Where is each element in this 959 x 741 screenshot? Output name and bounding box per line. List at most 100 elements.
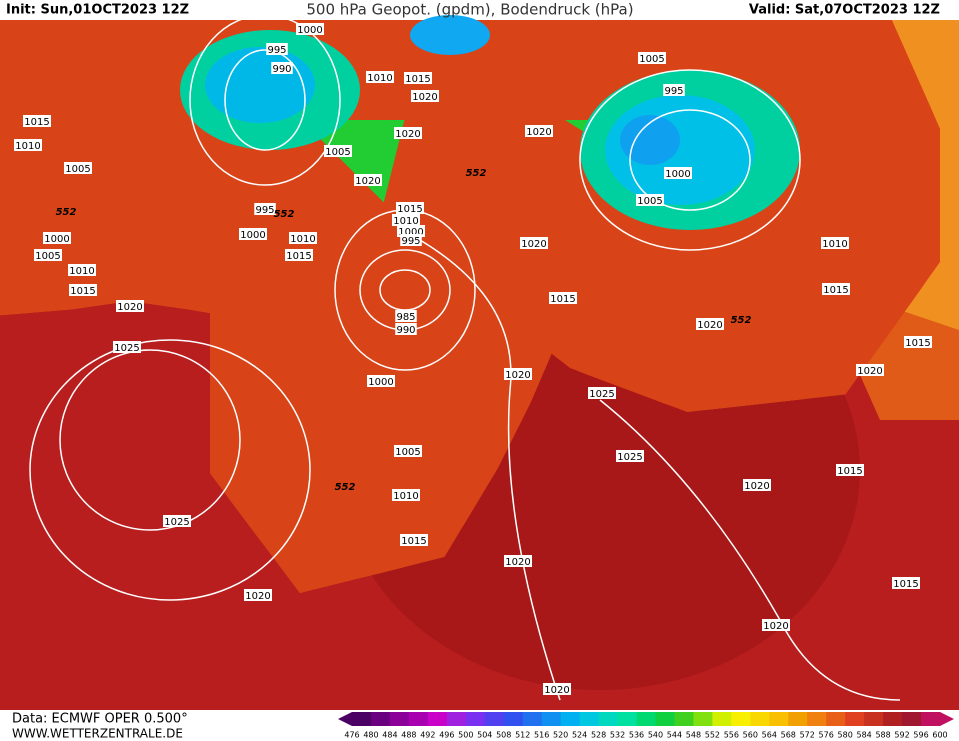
isobar-label-box <box>821 237 849 249</box>
colorbar-label: 576 <box>819 731 834 740</box>
colorbar-segment <box>579 712 600 726</box>
isobar-label-box <box>520 237 548 249</box>
isobar-label: 1005 <box>35 251 60 262</box>
isobar-label: 1005 <box>639 54 664 65</box>
isobar-label: 1025 <box>114 343 139 354</box>
colorbar-segment <box>560 712 581 726</box>
isobar-label: 1015 <box>24 117 49 128</box>
isobar-label-box <box>14 139 42 151</box>
colorbar-segment <box>484 712 505 726</box>
isobar-label: 1010 <box>290 234 315 245</box>
colorbar-segment <box>788 712 808 726</box>
isobar-label: 1005 <box>325 147 350 158</box>
isobar-label-box <box>904 336 932 348</box>
colorbar-label: 596 <box>913 731 928 740</box>
isobar-label-box <box>266 43 288 55</box>
isobar-label-box <box>113 341 141 353</box>
valid-label: Valid: Sat,07OCT2023 12Z <box>749 3 940 18</box>
isobar-label: 1005 <box>395 447 420 458</box>
colorbar-label: 532 <box>610 731 625 740</box>
isobar-label: 1010 <box>393 216 418 227</box>
colorbar-label: 544 <box>667 731 682 740</box>
isobar-label-box <box>638 52 666 64</box>
colorbar-segment <box>807 712 827 726</box>
isobar-label: 1015 <box>893 579 918 590</box>
isobar-label-box <box>411 90 439 102</box>
colorbar-label: 492 <box>420 731 435 740</box>
colorbar-segment <box>864 712 884 726</box>
isobar-label: 1015 <box>837 466 862 477</box>
isobar-label: 1010 <box>367 73 392 84</box>
colorbar-segment <box>826 712 846 726</box>
colorbar-segment <box>845 712 865 726</box>
colorbar-segment <box>731 712 751 726</box>
isobar-label: 1000 <box>368 377 393 388</box>
colorbar-segment <box>598 712 619 726</box>
colorbar-label: 580 <box>838 731 853 740</box>
colorbar-label: 480 <box>363 731 378 740</box>
isobar-label: 985 <box>396 312 415 323</box>
colorbar-label: 484 <box>382 731 397 740</box>
isobar-label-box <box>354 174 382 186</box>
isobar-label-box <box>244 589 272 601</box>
colorbar-segment <box>693 712 713 726</box>
isobar-label: 1000 <box>398 227 423 238</box>
colorbar-segment <box>370 712 391 726</box>
isobar-label-box <box>856 364 884 376</box>
isobar-label-box <box>400 534 428 546</box>
colorbar-label: 504 <box>477 731 492 740</box>
colorbar-label: 556 <box>724 731 739 740</box>
colorbar-label: 488 <box>401 731 416 740</box>
isobar-label-box <box>394 445 422 457</box>
isobar-label: 1020 <box>521 239 546 250</box>
colorbar-segment <box>636 712 656 726</box>
isobar-label-box <box>23 115 51 127</box>
isobar-label-box <box>892 577 920 589</box>
isobar-label: 1020 <box>412 92 437 103</box>
colorbar-label: 600 <box>932 731 947 740</box>
colorbar-label: 536 <box>629 731 644 740</box>
isobar-label: 1025 <box>617 452 642 463</box>
isobar-label: 995 <box>255 205 274 216</box>
isobar-label: 1000 <box>240 230 265 241</box>
isobar-label: 1005 <box>65 164 90 175</box>
isobar-label-box <box>836 464 864 476</box>
colorbar-label: 540 <box>648 731 663 740</box>
isobar-label-box <box>636 194 664 206</box>
isobar-label-box <box>289 232 317 244</box>
colorbar-label: 592 <box>894 731 909 740</box>
isobar-label-box <box>392 214 420 226</box>
isobar-label-box <box>543 683 571 695</box>
isobar-label: 1015 <box>405 74 430 85</box>
colorbar-segment <box>522 712 543 726</box>
title: 500 hPa Geopot. (gpdm), Bodendruck (hPa) <box>306 1 633 19</box>
map-background <box>0 0 959 710</box>
isobar-label-box <box>395 323 417 335</box>
isobar-label-box <box>504 368 532 380</box>
isobar-label: 1025 <box>164 517 189 528</box>
colorbar-label: 584 <box>856 731 871 740</box>
colorbar-segment <box>769 712 789 726</box>
colorbar-segment <box>655 712 675 726</box>
colorbar-segment <box>352 712 372 726</box>
colorbar-label: 572 <box>800 731 815 740</box>
colorbar-segment <box>541 712 562 726</box>
colorbar-label: 564 <box>762 731 777 740</box>
isobar-label-box <box>394 127 422 139</box>
isobar-label-box <box>64 162 92 174</box>
isobar-label: 990 <box>396 325 415 336</box>
colorbar-label: 524 <box>572 731 587 740</box>
colorbar-segment <box>408 712 429 726</box>
colorbar-label: 560 <box>743 731 758 740</box>
isobar-label: 995 <box>664 86 683 97</box>
colorbar-segment <box>446 712 467 726</box>
contour-label: 552 <box>274 209 295 220</box>
isobar-label: 1000 <box>665 169 690 180</box>
colorbar-segment <box>617 712 638 726</box>
isobar-label: 1015 <box>397 204 422 215</box>
colorbar-label: 548 <box>686 731 701 740</box>
colorbar-label: 588 <box>875 731 890 740</box>
colorbar-segment <box>389 712 410 726</box>
isobar-label-box <box>34 249 62 261</box>
isobar-label: 1020 <box>697 320 722 331</box>
